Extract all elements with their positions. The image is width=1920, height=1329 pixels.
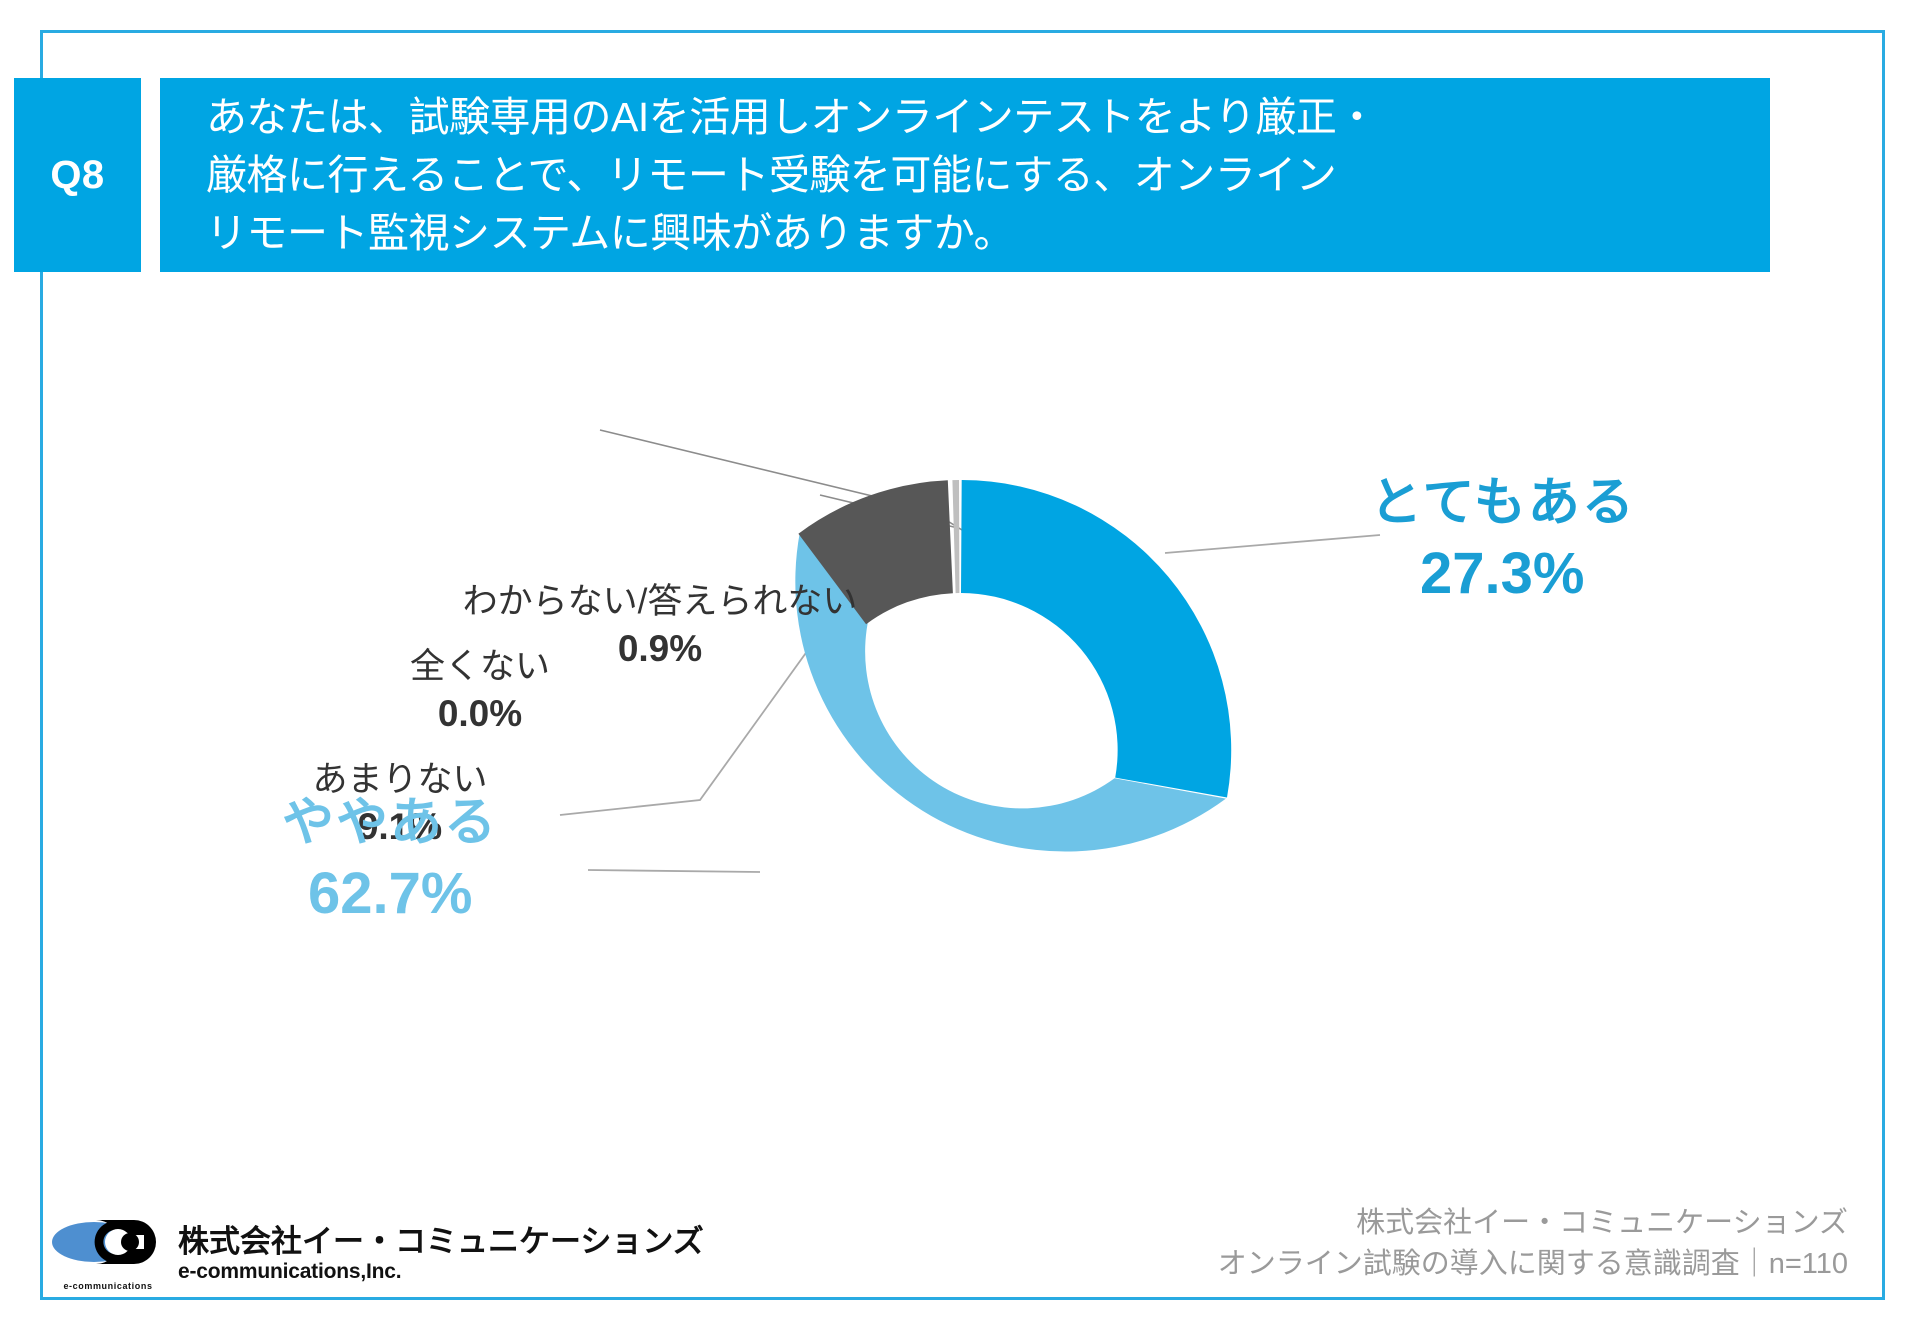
label-unknown-name: わからない/答えられない [462, 582, 858, 621]
survey-credit: 株式会社イー・コミュニケーションズ オンライン試験の導入に関する意識調査｜n=1… [1218, 1203, 1848, 1285]
logo-mark-caption: e-communications [63, 1281, 153, 1291]
donut-rings [795, 480, 1232, 852]
label-very-pct: 27.3% [1420, 540, 1585, 606]
donut-slice-unknown [952, 480, 960, 594]
logo-name-jp: 株式会社イー・コミュニケーションズ [178, 1224, 704, 1260]
logo-name-en: e-communications,Inc. [178, 1260, 402, 1284]
label-little: あまりない 9.1% [250, 758, 550, 850]
credit-line-2: オンライン試験の導入に関する意識調査｜n=110 [1217, 1247, 1848, 1280]
frame-border-left [40, 30, 43, 1300]
label-little-name: あまりない [312, 760, 488, 799]
logo-wordmark: 株式会社イー・コミュニケーションズ e-communications,Inc. [178, 1225, 704, 1283]
logo-mark-icon: e-communications [52, 1218, 164, 1291]
label-none: 全くない 0.0% [330, 645, 630, 737]
frame-border-top [40, 30, 1885, 33]
e-communications-mark-icon [52, 1220, 156, 1264]
company-logo: e-communications 株式会社イー・コミュニケーションズ e-com… [52, 1218, 704, 1291]
question-number-label: Q8 [50, 152, 105, 197]
question-number-badge: Q8 [14, 78, 141, 272]
label-some: ややある 62.7% [250, 790, 670, 931]
question-banner: あなたは、試験専用のAIを活用しオンラインテストをより厳正・ 厳格に行えることで… [160, 78, 1770, 272]
frame-border-bottom [40, 1297, 1885, 1300]
donut-slice-some [795, 532, 1226, 852]
frame-border-right [1882, 30, 1885, 1300]
label-unknown: わからない/答えられない 0.9% [400, 580, 920, 672]
donut-slice-little [798, 480, 953, 625]
label-very-name: とてもある [1370, 474, 1636, 532]
question-text: あなたは、試験専用のAIを活用しオンラインテストをより厳正・ 厳格に行えることで… [206, 93, 1377, 257]
donut-chart: わからない/答えられない 0.9% 全くない 0.0% あまりない 9.1% と… [0, 280, 1920, 1200]
donut-slice-very [961, 480, 1232, 798]
credit-line-1: 株式会社イー・コミュニケーションズ [1356, 1206, 1848, 1239]
label-some-pct: 62.7% [308, 860, 473, 926]
label-none-pct: 0.0% [437, 692, 523, 734]
label-unknown-pct: 0.9% [617, 627, 703, 669]
label-very: とてもある 27.3% [1370, 470, 1790, 611]
label-none-name: 全くない [409, 647, 550, 686]
label-little-pct: 9.1% [357, 805, 443, 847]
label-some-name: ややある [282, 794, 499, 852]
